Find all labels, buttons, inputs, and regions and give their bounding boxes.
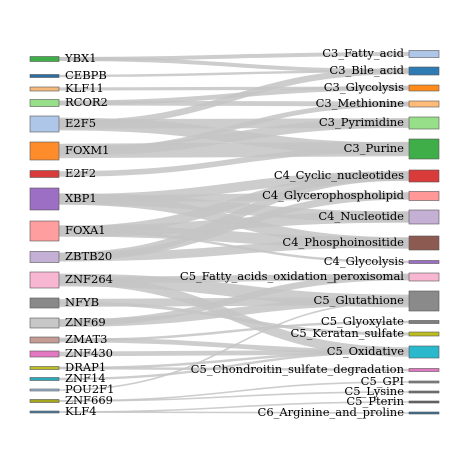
link-e2f2-c3-purine [58, 146, 410, 177]
source-label-rcor2: RCOR2 [65, 95, 108, 109]
source-node-klf11 [29, 86, 60, 92]
link-nfyb-c5-keratan-sulfate [58, 301, 410, 336]
target-node-c6-arginine-and-proline [408, 411, 440, 415]
target-node-c3-purine [408, 138, 440, 160]
source-label-e2f5: E2F5 [65, 116, 96, 130]
source-node-znf14 [29, 377, 60, 381]
source-label-cebpb: CEBPB [65, 68, 107, 82]
target-node-c5-glyoxylate [408, 320, 440, 324]
target-label-c3-fatty-acid: C3_Fatty_acid [322, 46, 404, 60]
target-node-c3-glycolysis [408, 84, 440, 92]
target-node-c3-pyrimidine [408, 116, 440, 130]
link-e2f5-c3-bile-acid [58, 67, 410, 128]
source-node-e2f5 [29, 115, 60, 133]
source-node-klf4 [29, 410, 60, 414]
target-node-c4-glycolysis [408, 260, 440, 264]
source-node-nfyb [29, 297, 60, 309]
target-label-c5-glyoxylate: C5_Glyoxylate [321, 314, 404, 328]
source-label-foxm1: FOXM1 [65, 143, 109, 157]
link-znf69-c5-fatty-acids-oxidation-peroxisomal [58, 273, 410, 327]
target-node-c3-bile-acid [408, 66, 440, 76]
source-label-klf11: KLF11 [65, 81, 104, 95]
target-node-c5-keratan-sulfate [408, 331, 440, 337]
source-label-znf430: ZNF430 [65, 346, 113, 360]
source-label-zmat3: ZMAT3 [65, 332, 107, 346]
link-pou2f1-c5-glutathione [58, 300, 410, 391]
target-node-c5-fatty-acids-oxidation-peroxisomal [408, 272, 440, 282]
target-label-c3-methionine: C3_Methionine [316, 96, 405, 110]
source-node-ybx1 [29, 56, 60, 62]
source-label-foxa1: FOXA1 [65, 223, 106, 237]
source-node-foxm1 [29, 141, 60, 161]
source-node-xbp1 [29, 187, 60, 211]
link-znf14-c5-oxidative [58, 350, 410, 381]
source-label-klf4: KLF4 [65, 404, 97, 418]
source-node-znf430 [29, 350, 60, 358]
link-foxm1-c3-methionine [58, 101, 410, 154]
target-node-c5-chondroitin-sulfate-degradation [408, 368, 440, 372]
target-node-c4-nucleotide [408, 209, 440, 225]
link-klf4-c6-arginine-and-proline [58, 411, 410, 414]
source-label-nfyb: NFYB [65, 295, 99, 309]
nodes-layer [29, 50, 440, 415]
target-label-c3-pyrimidine: C3_Pyrimidine [319, 115, 404, 129]
links-layer [58, 52, 410, 414]
source-label-znf669: ZNF669 [65, 393, 113, 407]
source-label-ybx1: YBX1 [64, 51, 97, 65]
target-label-c4-glycerophospholipid: C4_Glycerophospholipid [262, 188, 405, 202]
target-node-c5-glutathione [408, 290, 440, 312]
target-node-c5-pterin [408, 400, 440, 404]
source-node-znf669 [29, 399, 60, 403]
source-node-foxa1 [29, 220, 60, 242]
source-label-e2f2: E2F2 [65, 166, 96, 180]
target-label-c5-lysine: C5_Lysine [344, 384, 404, 398]
target-label-c4-glycolysis: C4_Glycolysis [324, 254, 404, 268]
target-label-c5-chondroitin-sulfate-degradation: C5_Chondroitin_sulfate_degradation [191, 362, 405, 376]
target-label-c3-purine: C3_Purine [344, 141, 405, 155]
source-node-rcor2 [29, 99, 60, 107]
source-label-znf69: ZNF69 [65, 315, 106, 329]
source-label-drap1: DRAP1 [65, 360, 106, 374]
source-node-zbtb20 [29, 251, 60, 263]
source-label-xbp1: XBP1 [65, 191, 97, 205]
source-node-znf69 [29, 317, 60, 329]
source-node-cebpb [29, 74, 60, 78]
source-node-drap1 [29, 366, 60, 370]
target-node-c5-gpi [408, 380, 440, 384]
target-label-c5-glutathione: C5_Glutathione [314, 293, 405, 307]
target-label-c6-arginine-and-proline: C6_Arginine_and_proline [258, 405, 405, 419]
source-label-znf264: ZNF264 [65, 272, 113, 286]
link-zbtb20-c4-cyclic-nucleotides [58, 171, 410, 262]
target-node-c5-lysine [408, 390, 440, 394]
target-label-c4-cyclic-nucleotides: C4_Cyclic_nucleotides [274, 168, 404, 182]
target-label-c4-nucleotide: C4_Nucleotide [318, 209, 404, 223]
source-label-pou2f1: POU2F1 [65, 382, 114, 396]
target-node-c4-glycerophospholipid [408, 191, 440, 201]
target-label-c5-fatty-acids-oxidation-peroxisomal: C5_Fatty_acids_oxidation_peroxisomal [180, 269, 404, 283]
target-label-c3-glycolysis: C3_Glycolysis [324, 80, 404, 94]
target-label-c5-oxidative: C5_Oxidative [327, 344, 404, 358]
source-node-zmat3 [29, 336, 60, 344]
target-node-c4-cyclic-nucleotides [408, 169, 440, 183]
target-label-c5-gpi: C5_GPI [361, 374, 404, 388]
target-node-c3-fatty-acid [408, 50, 440, 58]
source-label-znf14: ZNF14 [65, 371, 106, 385]
target-node-c5-oxidative [408, 345, 440, 359]
link-znf669-c5-lysine [58, 391, 410, 402]
source-label-zbtb20: ZBTB20 [65, 249, 112, 263]
target-label-c3-bile-acid: C3_Bile_acid [329, 63, 404, 77]
target-label-c5-pterin: C5_Pterin [346, 394, 404, 408]
source-node-pou2f1 [29, 388, 60, 392]
target-node-c3-methionine [408, 100, 440, 108]
source-node-znf264 [29, 271, 60, 289]
link-drap1-c5-chondroitin-sulfate-degradation [58, 366, 410, 372]
target-node-c4-phosphoinositide [408, 235, 440, 251]
target-label-c5-keratan-sulfate: C5_Keratan_sulfate [291, 326, 405, 340]
source-node-e2f2 [29, 170, 60, 178]
target-label-c4-phosphoinositide: C4_Phosphoinositide [282, 235, 404, 249]
link-zmat3-c5-glyoxylate [58, 320, 410, 342]
